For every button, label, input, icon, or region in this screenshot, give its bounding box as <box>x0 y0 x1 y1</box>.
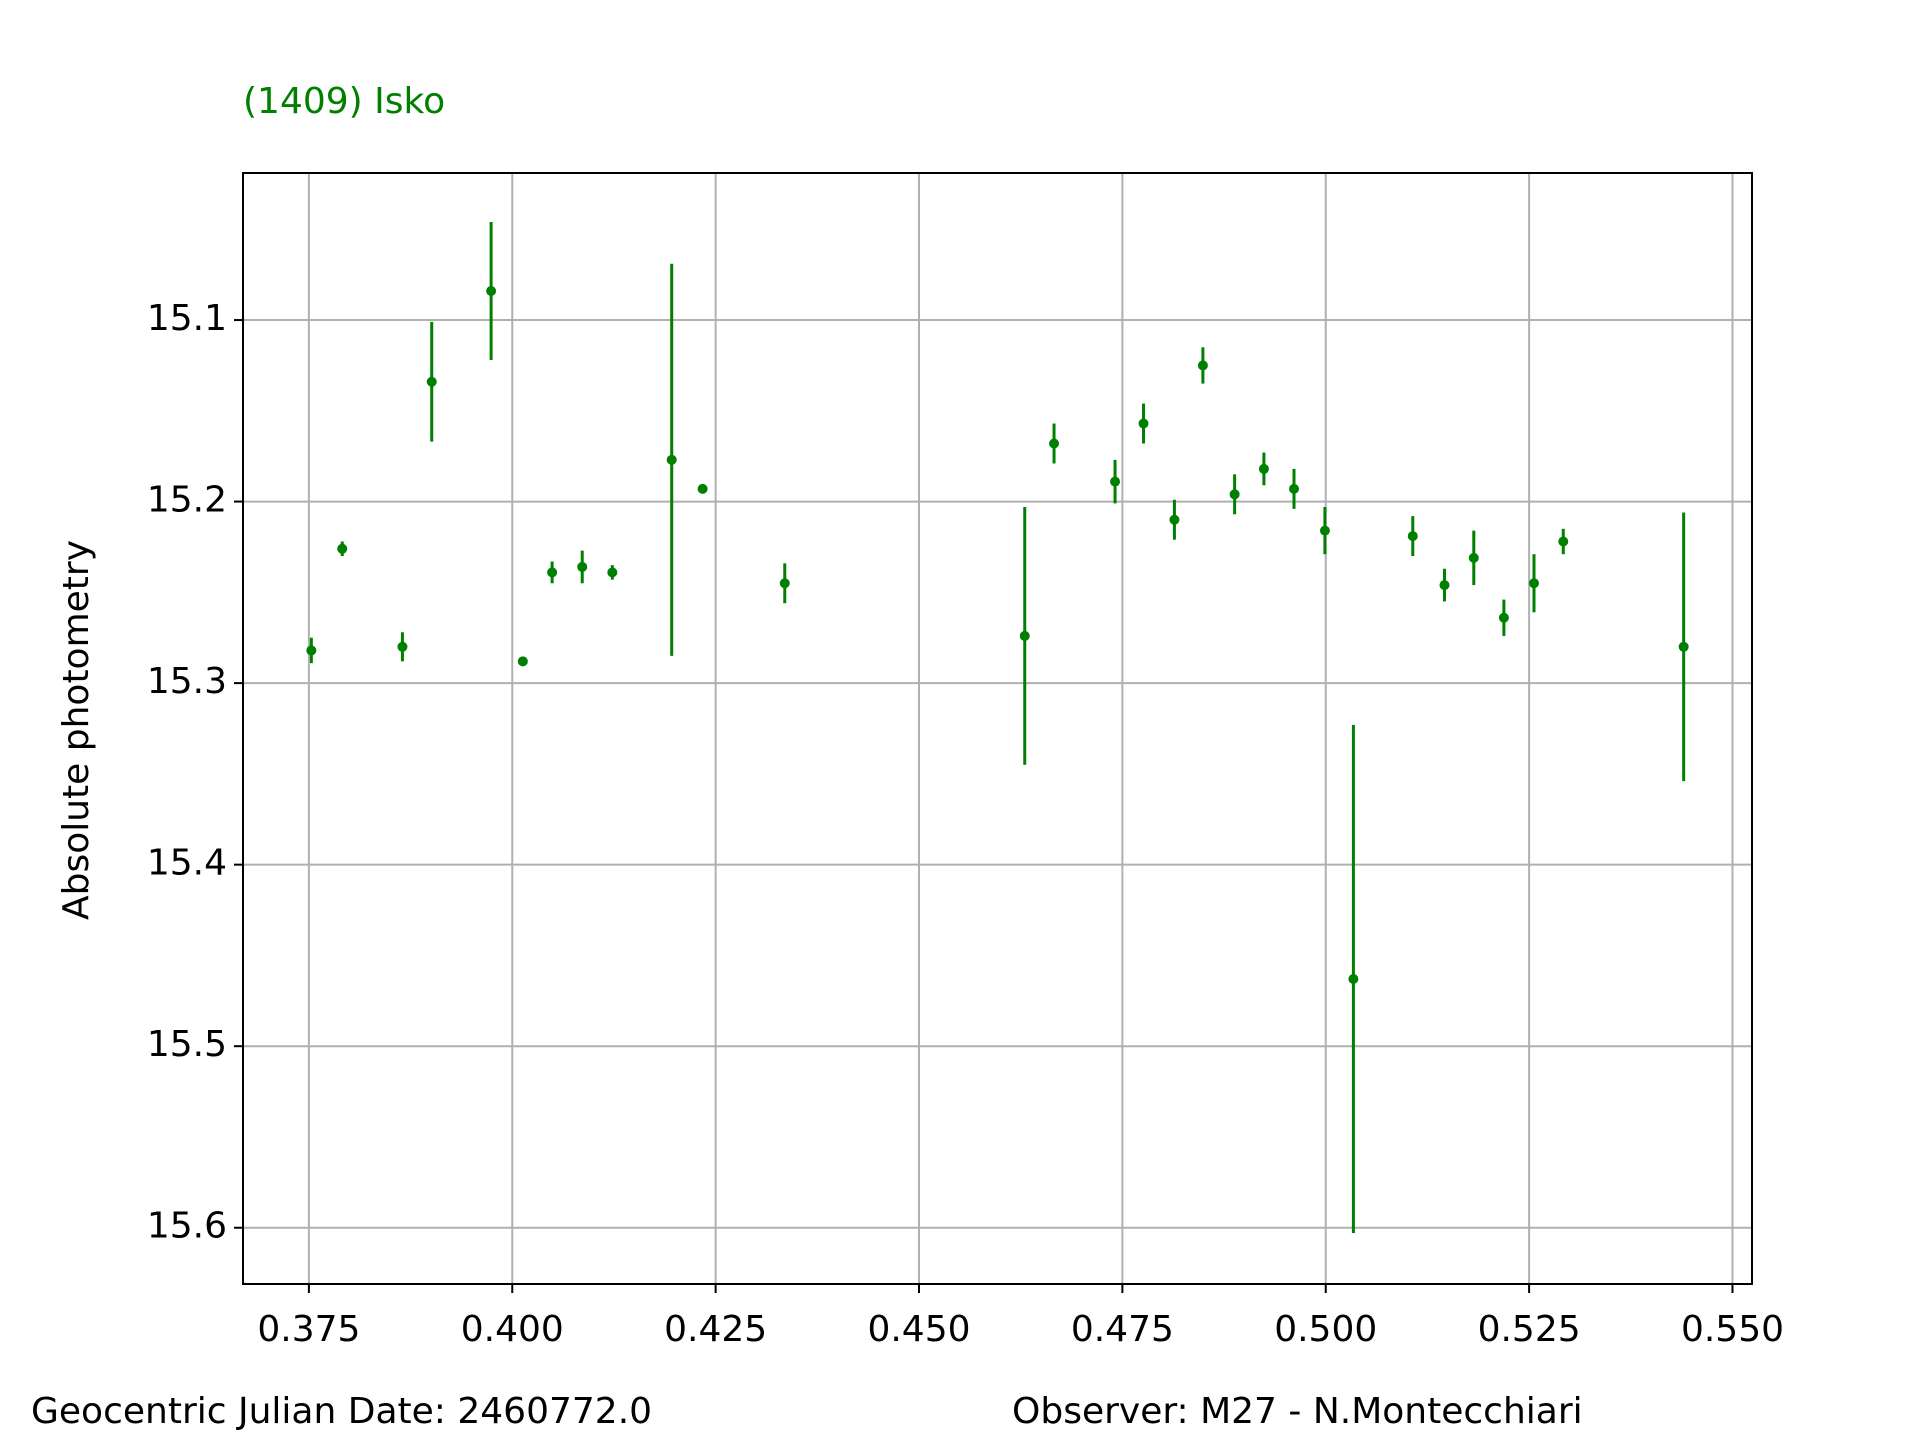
y-tick-label: 15.4 <box>147 843 227 884</box>
x-tick-label: 0.550 <box>1681 1309 1784 1350</box>
data-point <box>517 656 528 667</box>
chart-title: (1409) Isko <box>243 81 445 122</box>
data-point <box>486 285 497 296</box>
data-point <box>1229 489 1240 500</box>
data-point <box>1019 630 1030 641</box>
data-point <box>697 483 708 494</box>
data-point <box>1498 612 1509 623</box>
data-point <box>1678 641 1689 652</box>
data-point <box>397 641 408 652</box>
data-point <box>577 561 588 572</box>
x-tick-label: 0.525 <box>1478 1309 1581 1350</box>
data-point <box>1138 418 1149 429</box>
y-tick-label: 15.2 <box>147 480 227 521</box>
data-point <box>306 645 317 656</box>
y-axis-label: Absolute photometry <box>56 540 97 920</box>
y-tick-label: 15.5 <box>147 1024 227 1065</box>
x-tick-label: 0.450 <box>867 1309 970 1350</box>
data-point <box>1110 476 1121 487</box>
data-point <box>607 567 618 578</box>
x-tick-label: 0.400 <box>461 1309 564 1350</box>
data-point <box>1289 483 1300 494</box>
y-tick-label: 15.1 <box>147 298 227 339</box>
data-point <box>1439 580 1450 591</box>
data-point <box>1197 360 1208 371</box>
data-point <box>1049 438 1060 449</box>
x-tick-label: 0.375 <box>257 1309 360 1350</box>
data-point <box>1258 463 1269 474</box>
data-point <box>547 567 558 578</box>
plot-frame <box>242 172 1753 1285</box>
y-tick-label: 15.6 <box>147 1206 227 1247</box>
x-tick-label: 0.500 <box>1274 1309 1377 1350</box>
footer-observer: Observer: M27 - N.Montecchiari <box>1012 1391 1583 1432</box>
data-point <box>779 578 790 589</box>
data-point <box>1407 531 1418 542</box>
data-point <box>1348 974 1359 985</box>
data-point <box>1468 552 1479 563</box>
data-point <box>337 543 348 554</box>
data-point <box>1558 536 1569 547</box>
data-point <box>1169 514 1180 525</box>
data-point <box>666 454 677 465</box>
x-tick-label: 0.425 <box>664 1309 767 1350</box>
data-point <box>1319 525 1330 536</box>
data-point <box>426 376 437 387</box>
footer-date: Geocentric Julian Date: 2460772.0 <box>31 1391 652 1432</box>
x-tick-label: 0.475 <box>1071 1309 1174 1350</box>
y-tick-label: 15.3 <box>147 661 227 702</box>
data-point <box>1528 578 1539 589</box>
